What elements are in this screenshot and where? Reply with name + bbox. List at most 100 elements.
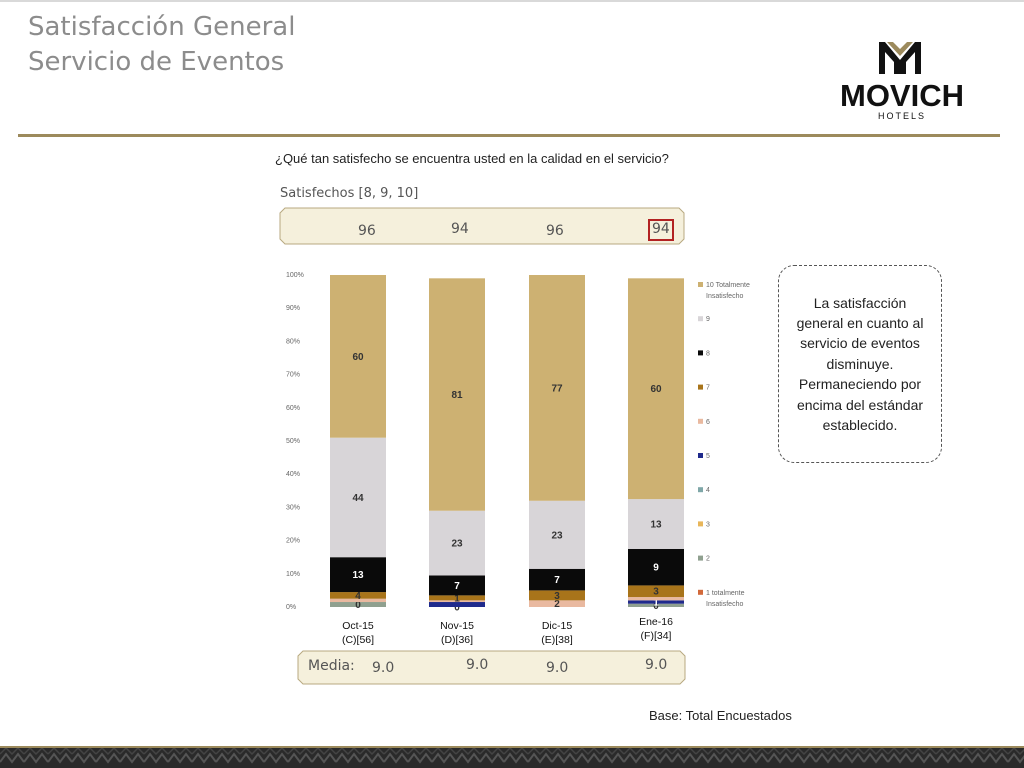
legend-swatch (698, 453, 703, 458)
x-category-label: Dic-15 (542, 620, 573, 632)
data-label: 9 (653, 563, 659, 574)
media-value-ene: 9.0 (645, 657, 668, 673)
legend-swatch (698, 384, 703, 390)
top-border (0, 0, 1024, 2)
bar-segment (529, 275, 585, 501)
bar-segment (628, 600, 684, 604)
movich-logo: MOVICH HOTELS (815, 38, 990, 128)
x-category-label: (C)[56] (342, 634, 374, 646)
y-tick-label: 80% (286, 338, 300, 345)
satisfied-value-dic: 96 (546, 223, 564, 239)
y-tick-label: 0% (286, 604, 296, 611)
legend-swatch (698, 282, 703, 287)
x-category-label: (E)[38] (541, 634, 573, 646)
legend-label: 10 Totalmente (706, 282, 750, 289)
title-line-1: Satisfacción General (28, 12, 296, 42)
insight-callout: La satisfacción general en cuanto al ser… (778, 265, 942, 463)
data-label: 0 (454, 603, 460, 614)
x-category-label: (D)[36] (441, 634, 473, 646)
bar-segment (429, 602, 485, 607)
legend-swatch (698, 487, 703, 493)
stacked-bar-chart: 0%10%20%30%40%50%60%70%80%90%100%0413446… (286, 272, 750, 646)
bar-segment (330, 598, 386, 603)
legend-swatch (698, 521, 703, 527)
bar-segment (330, 602, 386, 607)
logo-subtitle: HOTELS (878, 111, 926, 121)
data-label: 1 (454, 593, 460, 604)
satisfied-value-ene: 94 (652, 221, 670, 237)
x-category-label: Oct-15 (342, 620, 374, 632)
title-line-2: Servicio de Eventos (28, 47, 285, 77)
legend-label: 9 (706, 316, 710, 323)
legend-label: 4 (706, 487, 710, 494)
data-label: 0 (653, 601, 659, 612)
legend-swatch (698, 589, 703, 595)
legend-swatch (698, 418, 703, 424)
legend-label: 1 totalmente (706, 590, 745, 597)
bar-segment (429, 510, 485, 576)
data-label: 81 (451, 390, 463, 401)
bar-segment (628, 603, 684, 607)
bar-segment (429, 575, 485, 596)
page-title: Satisfacción General Servicio de Eventos (28, 10, 295, 80)
x-category-label: Nov-15 (440, 620, 474, 632)
bar-segment (529, 500, 585, 569)
legend-label: 7 (706, 385, 710, 392)
bar-segment (330, 275, 386, 438)
y-tick-label: 20% (286, 538, 300, 545)
legend-swatch (698, 316, 703, 322)
data-label: 1 (653, 598, 659, 609)
bar-segment (330, 557, 386, 593)
bar-segment (429, 595, 485, 601)
data-label: 13 (650, 520, 662, 531)
media-value-oct: 9.0 (372, 660, 395, 676)
base-note: Base: Total Encuestados (649, 708, 792, 723)
data-label: 3 (653, 587, 659, 598)
y-tick-label: 60% (286, 405, 300, 412)
y-tick-label: 100% (286, 272, 304, 279)
bar-segment (628, 278, 684, 500)
data-label: 23 (551, 530, 563, 541)
media-label: Media: (308, 658, 355, 674)
data-label: 7 (554, 575, 560, 586)
legend-label: 3 (706, 521, 710, 528)
legend-label: 5 (706, 453, 710, 460)
data-label: 44 (352, 493, 364, 504)
bar-segment (429, 278, 485, 511)
movich-m-logo-icon: MOVICH HOTELS (840, 42, 964, 121)
bar-segment (628, 585, 684, 598)
y-tick-label: 70% (286, 372, 300, 379)
legend-label: 2 (706, 556, 710, 563)
media-value-nov: 9.0 (466, 657, 489, 673)
bar-segment (628, 499, 684, 549)
y-tick-label: 10% (286, 571, 300, 578)
data-label: 60 (650, 384, 662, 395)
x-category-label: (F)[34] (641, 630, 672, 642)
legend-label: Insatisfecho (706, 293, 743, 300)
data-label: 60 (352, 352, 364, 363)
data-label: 7 (454, 581, 460, 592)
bar-segment (330, 592, 386, 599)
legend-label: 6 (706, 419, 710, 426)
legend-swatch (698, 350, 703, 356)
bar-segment (628, 597, 684, 601)
data-label: 2 (554, 599, 560, 610)
data-label: 3 (554, 591, 560, 602)
legend-swatch (698, 555, 703, 561)
satisfied-value-oct: 96 (358, 223, 376, 239)
logo-brand: MOVICH (840, 78, 964, 113)
insight-text: La satisfacción general en cuanto al ser… (796, 294, 924, 434)
media-box (297, 650, 686, 685)
y-tick-label: 90% (286, 305, 300, 312)
bar-segment (429, 600, 485, 603)
satisfied-box (279, 207, 685, 245)
bar-segment (529, 590, 585, 601)
bar-segment (628, 548, 684, 586)
data-label: 23 (451, 539, 463, 550)
satisfied-value-nov: 94 (451, 221, 469, 237)
survey-question: ¿Qué tan satisfecho se encuentra usted e… (275, 151, 669, 166)
bar-segment (529, 568, 585, 591)
satisfied-label: Satisfechos [8, 9, 10] (280, 186, 419, 201)
legend-label: Insatisfecho (706, 601, 743, 608)
y-tick-label: 50% (286, 438, 300, 445)
